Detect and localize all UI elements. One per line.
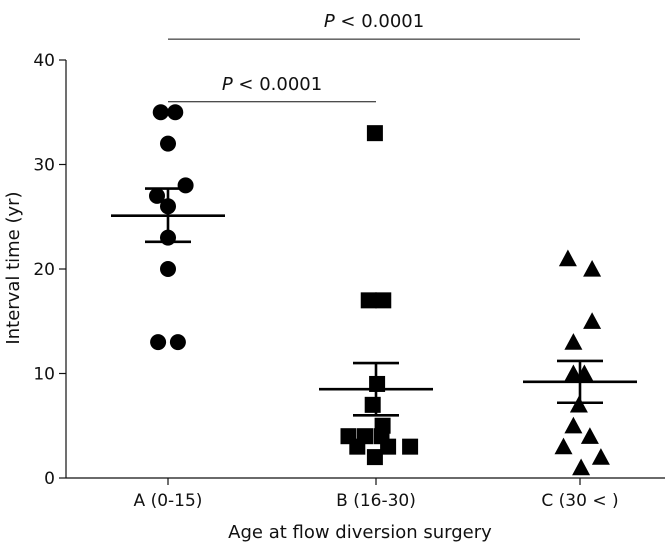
data-point-circle <box>160 261 176 277</box>
y-tick-label: 0 <box>44 469 55 489</box>
y-tick-label: 30 <box>33 156 55 176</box>
data-point-triangle <box>554 437 573 455</box>
data-point-triangle <box>569 395 588 413</box>
data-point-triangle <box>591 448 610 465</box>
data-point-triangle <box>572 458 591 476</box>
x-tick-label: A (0-15) <box>134 491 203 511</box>
data-point-circle <box>149 187 165 204</box>
significance-label: P < 0.0001 <box>222 74 322 95</box>
y-tick-label: 40 <box>33 51 55 71</box>
axes: 0 10 20 30 40 A (0-15) B (16-30) C (30 < ) <box>33 51 665 511</box>
data-point-triangle <box>564 333 583 350</box>
data-point-circle <box>167 104 184 121</box>
data-points <box>149 104 610 476</box>
data-point-circle <box>152 104 169 121</box>
data-point-square <box>366 449 383 466</box>
data-point-circle <box>169 334 186 351</box>
data-point-triangle <box>558 249 577 267</box>
mean-sem-bars <box>111 187 637 417</box>
data-point-circle <box>150 334 167 351</box>
significance-label: P < 0.0001 <box>324 11 424 32</box>
data-point-triangle <box>583 312 602 329</box>
data-point-square <box>360 292 377 309</box>
y-axis-title: Interval time (yr) <box>3 191 24 344</box>
data-point-triangle <box>564 416 583 434</box>
data-point-square <box>402 438 419 455</box>
significance-brackets: P < 0.0001 P < 0.0001 <box>168 11 580 103</box>
data-point-square <box>366 125 383 142</box>
data-point-triangle <box>580 427 599 444</box>
data-point-square <box>349 438 366 455</box>
x-axis-title: Age at flow diversion surgery <box>228 522 492 543</box>
data-point-square <box>380 438 397 455</box>
y-tick-label: 20 <box>33 260 55 280</box>
x-tick-label: C (30 < ) <box>541 491 618 511</box>
y-tick-label: 10 <box>33 365 55 385</box>
data-point-triangle <box>575 364 594 382</box>
x-tick-label: B (16-30) <box>336 491 416 511</box>
data-point-circle <box>177 177 194 194</box>
data-point-triangle <box>583 260 602 277</box>
data-point-circle <box>160 135 176 152</box>
data-point-square <box>364 396 381 413</box>
data-point-square <box>375 292 392 309</box>
